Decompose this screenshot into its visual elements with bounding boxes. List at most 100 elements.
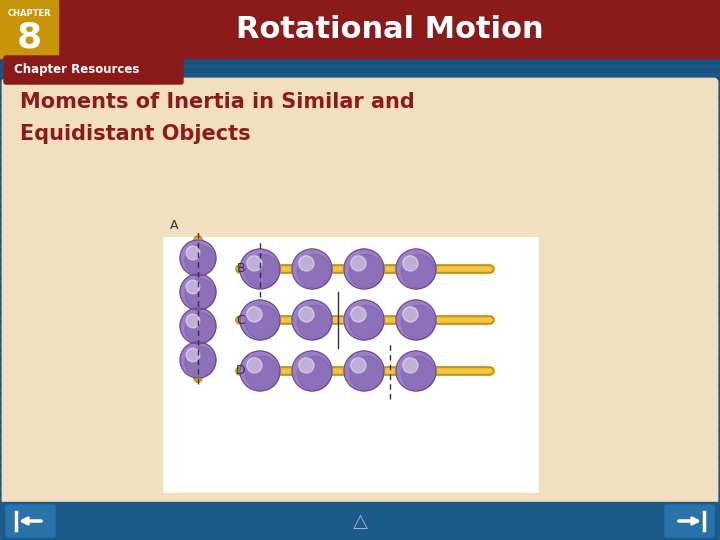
Text: 8: 8 xyxy=(17,20,42,54)
Circle shape xyxy=(180,274,216,310)
Bar xyxy=(0,131,720,135)
Circle shape xyxy=(299,358,314,373)
Bar xyxy=(0,185,720,189)
Bar xyxy=(0,14,720,18)
Circle shape xyxy=(299,307,314,322)
Text: CHAPTER: CHAPTER xyxy=(7,9,51,18)
Circle shape xyxy=(180,240,216,276)
Circle shape xyxy=(185,279,215,309)
Bar xyxy=(0,502,720,540)
Bar xyxy=(0,338,720,342)
FancyBboxPatch shape xyxy=(6,505,55,537)
Text: A: A xyxy=(169,219,178,232)
Bar xyxy=(0,41,720,45)
Bar xyxy=(0,104,720,108)
Circle shape xyxy=(299,256,314,271)
Circle shape xyxy=(246,356,279,390)
Bar xyxy=(0,77,720,81)
Bar xyxy=(0,122,720,126)
Bar xyxy=(0,68,720,72)
Circle shape xyxy=(186,280,200,294)
Circle shape xyxy=(185,347,215,377)
Bar xyxy=(0,59,720,63)
Circle shape xyxy=(185,313,215,343)
Circle shape xyxy=(297,356,331,390)
Circle shape xyxy=(247,307,262,322)
Bar xyxy=(0,374,720,378)
Bar xyxy=(0,239,720,243)
Circle shape xyxy=(186,246,200,260)
Circle shape xyxy=(292,351,332,391)
Circle shape xyxy=(351,358,366,373)
Bar xyxy=(0,329,720,333)
Text: C: C xyxy=(236,314,245,327)
Bar xyxy=(0,491,720,495)
Bar xyxy=(0,221,720,225)
Circle shape xyxy=(402,256,418,271)
Bar xyxy=(0,203,720,207)
Bar xyxy=(0,140,720,144)
Bar xyxy=(0,0,720,58)
Circle shape xyxy=(396,300,436,340)
Circle shape xyxy=(297,306,331,340)
Circle shape xyxy=(292,300,332,340)
Bar xyxy=(0,320,720,324)
Bar xyxy=(0,392,720,396)
Circle shape xyxy=(186,348,200,362)
Bar xyxy=(0,311,720,315)
Circle shape xyxy=(180,308,216,344)
Circle shape xyxy=(349,356,384,390)
Circle shape xyxy=(240,249,280,289)
Text: △: △ xyxy=(353,511,367,530)
Bar xyxy=(0,383,720,387)
Bar xyxy=(0,167,720,171)
Bar xyxy=(0,5,720,9)
Bar xyxy=(0,518,720,522)
Circle shape xyxy=(246,254,279,288)
Bar xyxy=(0,50,720,54)
Circle shape xyxy=(402,358,418,373)
Circle shape xyxy=(351,307,366,322)
Circle shape xyxy=(247,358,262,373)
Circle shape xyxy=(344,351,384,391)
Bar xyxy=(0,248,720,252)
Circle shape xyxy=(396,249,436,289)
Bar xyxy=(0,293,720,297)
Text: D: D xyxy=(235,364,245,377)
Bar xyxy=(0,275,720,279)
Bar xyxy=(0,113,720,117)
Circle shape xyxy=(396,351,436,391)
Bar xyxy=(0,176,720,180)
Circle shape xyxy=(246,306,279,340)
Circle shape xyxy=(402,254,436,288)
Circle shape xyxy=(180,342,216,378)
Text: Rotational Motion: Rotational Motion xyxy=(236,15,544,44)
Bar xyxy=(0,230,720,234)
Bar xyxy=(0,347,720,351)
Circle shape xyxy=(297,254,331,288)
Bar xyxy=(0,0,58,58)
Bar xyxy=(0,95,720,99)
Bar xyxy=(0,482,720,486)
Bar xyxy=(0,194,720,198)
Bar xyxy=(0,509,720,513)
FancyBboxPatch shape xyxy=(4,56,183,84)
Text: Chapter Resources: Chapter Resources xyxy=(14,64,140,77)
Circle shape xyxy=(247,256,262,271)
Circle shape xyxy=(351,256,366,271)
Circle shape xyxy=(402,307,418,322)
Bar xyxy=(0,473,720,477)
Bar xyxy=(0,464,720,468)
Circle shape xyxy=(292,249,332,289)
Bar xyxy=(0,266,720,270)
Bar xyxy=(0,428,720,432)
FancyBboxPatch shape xyxy=(665,505,714,537)
Bar xyxy=(0,536,720,540)
Bar xyxy=(0,257,720,261)
Circle shape xyxy=(344,300,384,340)
Circle shape xyxy=(349,306,384,340)
Circle shape xyxy=(240,300,280,340)
Bar xyxy=(0,356,720,360)
Circle shape xyxy=(240,351,280,391)
Circle shape xyxy=(402,356,436,390)
